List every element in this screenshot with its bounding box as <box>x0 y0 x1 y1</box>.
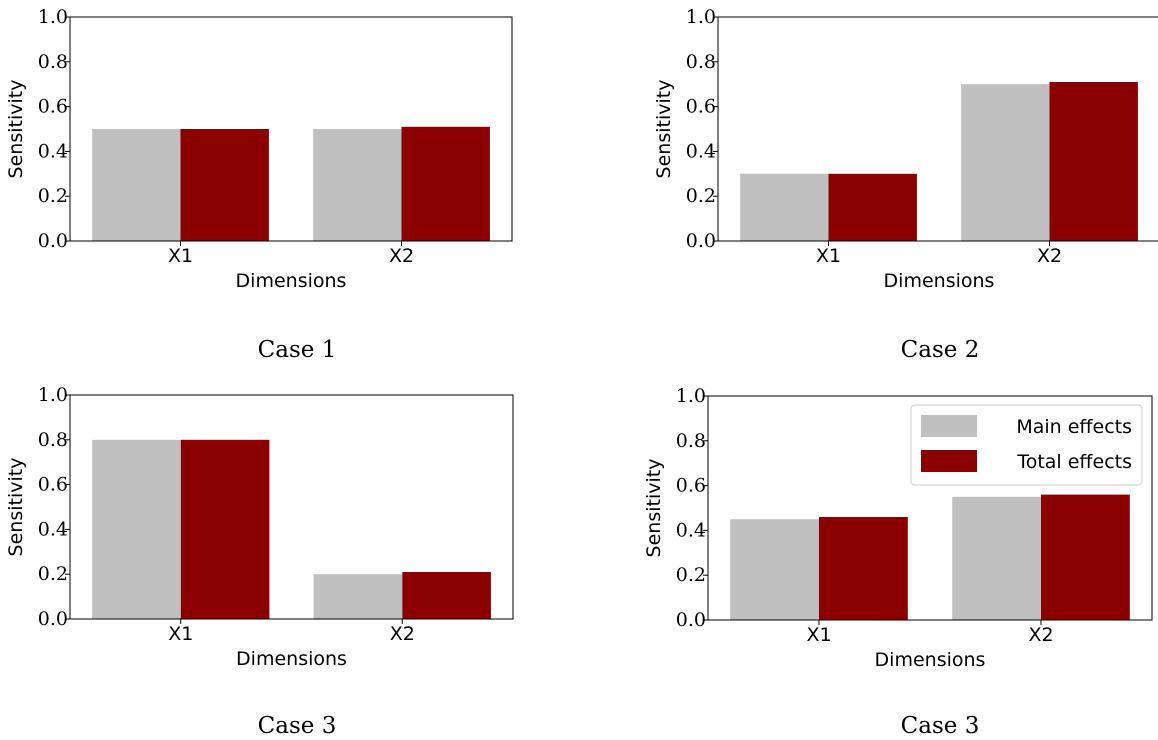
chart-panel-1: X1 X2 0.0 0.2 0.4 0.6 0.8 1.0 Dimensions Sensitiv… <box>5 6 513 363</box>
y-tick-label: 0.6 <box>676 475 706 497</box>
y-tick-label: 0.6 <box>38 474 68 496</box>
bar-main-x2 <box>313 129 402 241</box>
chart-panel-4: X1 X2 0.0 0.2 0.4 0.6 0.8 1.0 Dimensions Sensitiv… <box>643 385 1153 739</box>
y-tick-label: 0.8 <box>676 430 706 452</box>
y-tick-label: 0.8 <box>38 429 68 451</box>
bar-main-x2 <box>961 84 1050 241</box>
plot-frame <box>69 16 513 242</box>
y-tick-label: 0.2 <box>38 563 68 585</box>
y-axis-label: Sensitivity <box>643 459 665 558</box>
chart-panel-3: X1 X2 0.0 0.2 0.4 0.6 0.8 1.0 Dimensions Sensitiv… <box>5 384 514 739</box>
panel-caption: Case 3 <box>901 713 980 739</box>
bar-total-x1 <box>828 173 917 241</box>
bar-main-x2 <box>313 574 403 619</box>
y-axis-label: Sensitivity <box>5 80 27 179</box>
plot-frame <box>717 16 1158 242</box>
y-tick-label: 1.0 <box>686 6 716 28</box>
x-tick-label: X2 <box>1037 245 1062 267</box>
y-axis-label: Sensitivity <box>5 458 27 557</box>
y-tick-label: 0.0 <box>38 608 68 630</box>
y-tick-label: 0.6 <box>38 96 68 118</box>
plot-frame <box>707 395 1153 621</box>
plot-frame <box>69 394 514 620</box>
chart-panel-2: X1 X2 0.0 0.2 0.4 0.6 0.8 1.0 Dimensions Sensitiv… <box>653 6 1158 363</box>
x-tick-label: X2 <box>1028 624 1053 646</box>
legend-entry: Total effects <box>1016 451 1132 473</box>
bar-main-x1 <box>92 129 181 241</box>
y-tick-label: 0.8 <box>38 51 68 73</box>
y-tick-label: 0.0 <box>676 609 706 631</box>
y-tick-label: 1.0 <box>38 384 68 406</box>
bar-total-x2 <box>401 126 490 241</box>
bar-total-x2 <box>1041 494 1130 620</box>
y-axis-label: Sensitivity <box>653 80 675 179</box>
legend: Main effects Total effects <box>910 404 1143 486</box>
x-axis-label: Dimensions <box>884 270 995 292</box>
x-tick-label: X2 <box>389 245 414 267</box>
bar-total-x2 <box>1049 82 1138 241</box>
panel-caption: Case 3 <box>258 713 337 739</box>
bar-total-x1 <box>819 517 908 620</box>
x-tick-label: X1 <box>168 245 193 267</box>
x-tick-label: X1 <box>806 624 831 646</box>
x-tick-label: X1 <box>168 623 193 645</box>
y-tick-label: 0.4 <box>38 140 68 162</box>
bar-main-x1 <box>730 519 819 620</box>
x-tick-label: X2 <box>390 623 415 645</box>
x-axis-label: Dimensions <box>236 648 347 670</box>
y-tick-label: 0.0 <box>686 230 716 252</box>
y-tick-label: 0.6 <box>686 96 716 118</box>
bar-total-x1 <box>180 129 269 241</box>
y-tick-label: 1.0 <box>38 6 68 28</box>
y-tick-label: 0.4 <box>676 519 706 541</box>
panel-caption: Case 1 <box>258 337 337 363</box>
legend-entry: Main effects <box>1016 416 1132 438</box>
legend-swatch-total <box>921 450 977 472</box>
bar-total-x1 <box>180 439 270 619</box>
bar-main-x1 <box>92 439 181 619</box>
bar-main-x1 <box>740 173 829 241</box>
y-tick-label: 1.0 <box>676 385 706 407</box>
panel-caption: Case 2 <box>901 337 980 363</box>
bar-main-x2 <box>952 496 1041 620</box>
y-tick-label: 0.2 <box>686 185 716 207</box>
x-axis-label: Dimensions <box>236 270 347 292</box>
x-axis-label: Dimensions <box>875 649 986 671</box>
y-tick-label: 0.0 <box>38 230 68 252</box>
y-tick-label: 0.4 <box>38 518 68 540</box>
legend-swatch-main <box>921 415 977 437</box>
y-tick-label: 0.4 <box>686 140 716 162</box>
y-tick-label: 0.8 <box>686 51 716 73</box>
y-tick-label: 0.2 <box>676 564 706 586</box>
x-tick-label: X1 <box>816 245 841 267</box>
bar-total-x2 <box>402 572 491 619</box>
y-tick-label: 0.2 <box>38 185 68 207</box>
